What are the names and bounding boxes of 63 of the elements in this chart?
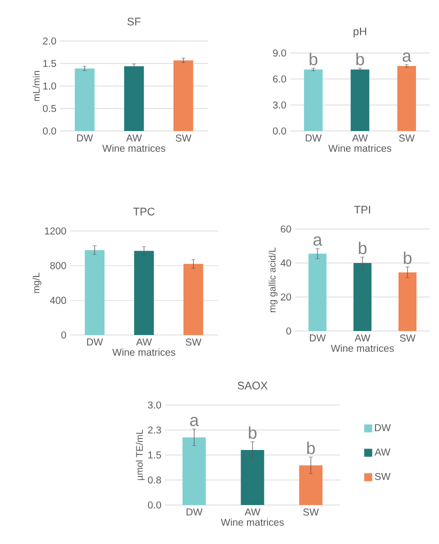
x-tick-label: SW xyxy=(303,508,319,516)
y-tick-label: 6.0 xyxy=(273,75,286,83)
y-tick-label: 1.5 xyxy=(43,60,56,67)
x-axis-title: Wine matrices xyxy=(102,144,166,152)
y-tick-label: 2.0 xyxy=(43,37,56,45)
y-axis-title: mg gallic acid/L xyxy=(268,248,278,312)
y-tick-label: 0 xyxy=(61,331,66,339)
x-tick-label: AW xyxy=(354,334,370,342)
y-tick-label: 0.0 xyxy=(42,127,56,135)
y-tick-label: 0 xyxy=(286,327,292,335)
x-tick-label: DW xyxy=(306,134,322,142)
y-tick-label: 3.0 xyxy=(272,101,286,109)
annotation: a xyxy=(313,236,322,246)
annotation: b xyxy=(310,52,318,66)
y-axis-title: mL/min xyxy=(32,71,40,101)
y-axis-title: µmol TE/mL xyxy=(136,430,145,480)
annotation: b xyxy=(358,242,366,254)
annotation: b xyxy=(307,442,315,454)
x-tick-label: AW xyxy=(136,338,152,346)
chart-title: SAOX xyxy=(238,382,268,390)
annotation: a xyxy=(402,52,412,62)
y-tick-label: 1.0 xyxy=(43,82,56,90)
y-tick-label: 0.5 xyxy=(42,104,56,112)
chart-title: pH xyxy=(354,28,366,38)
chart-title: TPI xyxy=(354,206,370,214)
annotation: a xyxy=(190,416,199,426)
x-tick-label: AW xyxy=(352,134,368,142)
y-tick-label: 800 xyxy=(50,262,66,270)
y-tick-label: 20 xyxy=(280,293,292,301)
x-tick-label: SW xyxy=(400,334,416,342)
x-axis-title: Wine matrices xyxy=(220,518,284,526)
x-tick-label: SW xyxy=(176,134,192,142)
x-tick-label: DW xyxy=(310,334,326,342)
y-axis-title: mg/L xyxy=(32,272,42,293)
y-tick-label: 40 xyxy=(280,259,292,267)
y-tick-label: 0.0 xyxy=(148,501,162,509)
x-tick-label: DW xyxy=(77,134,93,142)
y-tick-label: 60 xyxy=(280,225,292,233)
annotation: b xyxy=(356,52,364,66)
x-tick-label: DW xyxy=(186,508,202,516)
annotation: b xyxy=(248,426,256,439)
x-tick-label: DW xyxy=(87,338,103,346)
y-tick-label: 0.8 xyxy=(148,476,162,484)
y-tick-label: 1.5 xyxy=(148,452,162,458)
legend-label: DW xyxy=(375,424,391,432)
x-tick-label: AW xyxy=(244,508,260,516)
chart-title: SF xyxy=(127,18,141,26)
y-tick-label: 400 xyxy=(50,296,66,304)
x-axis-title: Wine matrices xyxy=(112,348,176,356)
y-tick-label: 9.0 xyxy=(273,49,286,57)
chart-title: TPC xyxy=(133,208,155,216)
y-tick-label: 0.0 xyxy=(272,127,286,135)
x-axis-title: Wine matrices xyxy=(328,144,392,152)
x-tick-label: SW xyxy=(186,338,202,346)
legend-label: SW xyxy=(374,472,391,480)
annotation: b xyxy=(404,252,412,264)
y-tick-label: 3.0 xyxy=(148,401,162,409)
x-tick-label: SW xyxy=(399,134,415,142)
x-tick-label: AW xyxy=(126,134,142,142)
legend-label: AW xyxy=(374,448,390,456)
x-axis-title: Wine matrices xyxy=(330,344,394,352)
y-tick-label: 1200 xyxy=(44,227,66,235)
y-tick-label: 2.3 xyxy=(148,426,162,434)
